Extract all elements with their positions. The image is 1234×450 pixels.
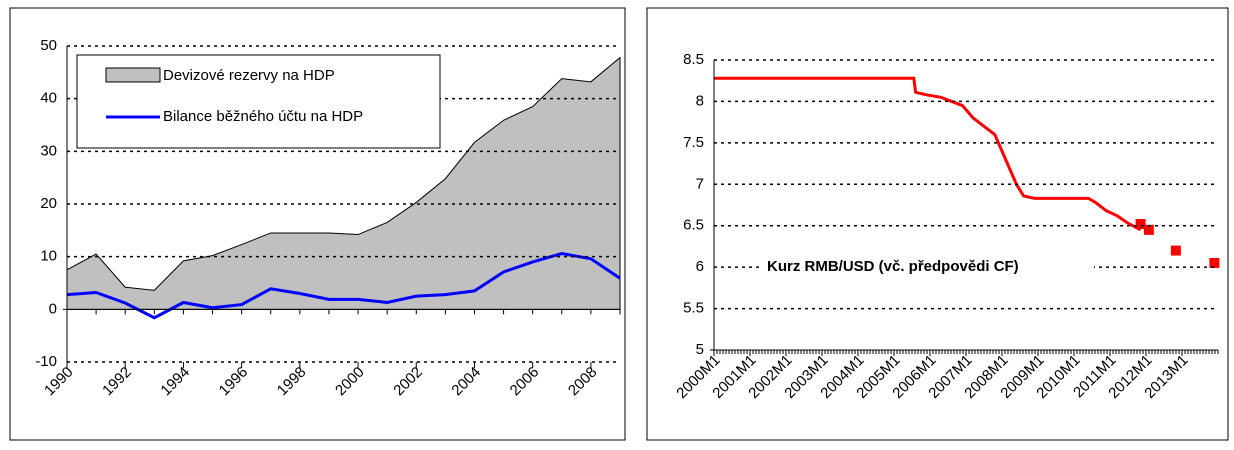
y-tick-label: 7 bbox=[696, 175, 704, 192]
line bbox=[714, 76, 1142, 232]
y-tick-label: 8 bbox=[696, 92, 704, 109]
legend-swatch bbox=[105, 67, 161, 83]
y-tick-label: 30 bbox=[40, 142, 57, 159]
y-tick-label: 5 bbox=[696, 341, 704, 358]
marker bbox=[1143, 224, 1154, 235]
marker bbox=[1135, 219, 1146, 230]
area bbox=[66, 56, 621, 310]
marker bbox=[1209, 258, 1220, 268]
y-tick-label: 20 bbox=[40, 195, 57, 212]
legend-label: Bilance běžného účtu na HDP bbox=[163, 108, 363, 125]
marker bbox=[1170, 245, 1181, 256]
annotation-bg bbox=[762, 257, 1094, 278]
y-tick-label: 8.5 bbox=[683, 51, 704, 68]
y-tick-label: 40 bbox=[40, 90, 57, 107]
annotation: Kurz RMB/USD (vč. předpovědi CF) bbox=[767, 258, 1019, 275]
y-tick-label: 10 bbox=[40, 248, 57, 265]
y-tick-label: -10 bbox=[35, 353, 57, 370]
y-tick-label: 5.5 bbox=[683, 300, 704, 317]
y-tick-label: 6.5 bbox=[683, 217, 704, 234]
y-tick-label: 50 bbox=[40, 37, 57, 54]
line bbox=[66, 251, 621, 320]
y-tick-label: 0 bbox=[49, 300, 57, 317]
grid bbox=[714, 59, 1218, 310]
legend-label: Devizové rezervy na HDP bbox=[163, 67, 335, 84]
y-tick-label: 6 bbox=[696, 258, 704, 275]
y-tick-label: 7.5 bbox=[683, 134, 704, 151]
